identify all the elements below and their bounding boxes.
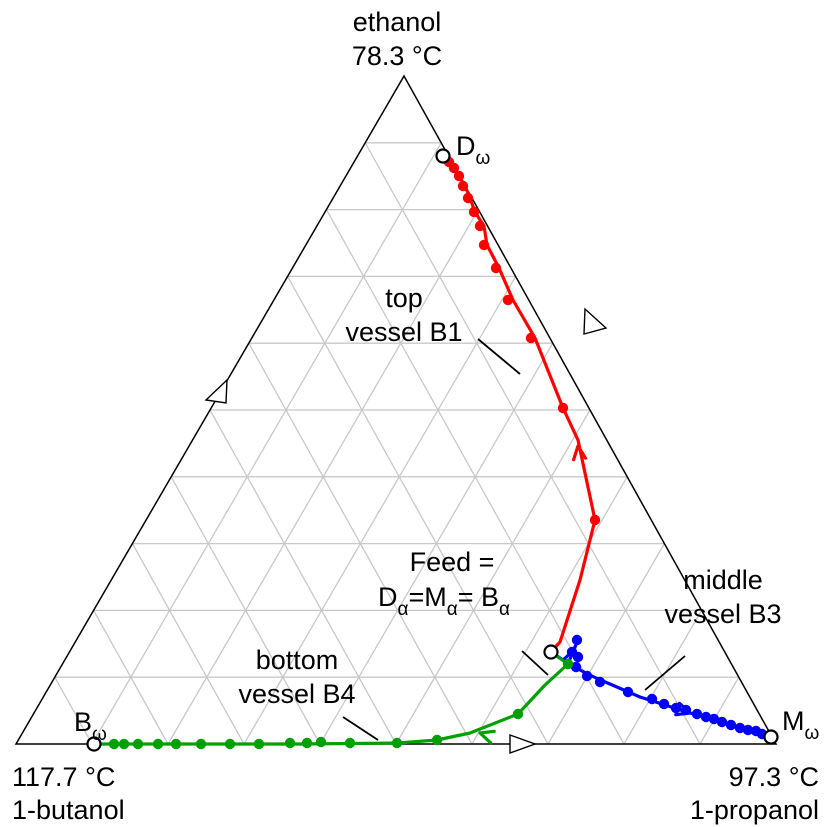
trajectory-point (462, 192, 474, 204)
grid-line (471, 476, 628, 745)
trajectory-point (391, 737, 403, 749)
trajectory-point (301, 737, 313, 749)
grid-line (364, 142, 701, 745)
grid-line (91, 142, 442, 745)
m-omega-marker (763, 729, 779, 745)
middle-vessel-trajectory (549, 634, 773, 740)
top-vessel-leader (477, 338, 521, 375)
grid-line (623, 610, 703, 745)
grid-line (54, 676, 93, 745)
bottom-vessel-label-line2: vessel B4 (238, 679, 355, 709)
trajectory-point (315, 736, 327, 748)
trajectory-point (670, 702, 682, 714)
trajectory-point (344, 737, 356, 749)
trajectory-point (572, 651, 584, 663)
bottom-vessel-trajectory (92, 650, 574, 750)
direction-arrow-icon (674, 701, 692, 717)
feed-leader (521, 650, 549, 676)
trajectory-point (468, 206, 480, 218)
direction-arrow-icon (572, 444, 588, 462)
b-omega-label: Bω (74, 707, 107, 745)
composition-grid (54, 142, 740, 745)
trajectory-point (525, 332, 537, 344)
trajectory-point (490, 262, 502, 274)
left-edge-arrow-icon (204, 378, 228, 404)
bottom-vessel-leader (342, 716, 379, 741)
grid-line (547, 543, 665, 745)
trajectory-point (557, 402, 569, 414)
right-vertex-name: 1-propanol (690, 795, 819, 825)
trajectory-point (170, 738, 182, 750)
trajectory-point (581, 670, 593, 682)
trajectory-point (474, 220, 486, 232)
trajectory-point (118, 738, 130, 750)
bottom-edge-arrow-icon (509, 734, 538, 754)
right-edge-arrow-icon (583, 307, 608, 335)
trajectory-point (457, 180, 469, 192)
top-vertex-name: ethanol (353, 7, 442, 37)
d-omega-marker (435, 148, 451, 164)
trajectory-point (716, 716, 728, 728)
trajectory-point (478, 239, 490, 251)
trajectory-point (742, 724, 754, 736)
top-vessel-label-line1: top (385, 283, 423, 313)
grid-line (209, 409, 397, 745)
feed-label-line1: Feed = (410, 547, 495, 577)
top-vessel-label-line2: vessel B1 (345, 317, 462, 347)
m-omega-label: Mω (782, 706, 820, 744)
trajectory-point (431, 734, 443, 746)
b-omega-marker (86, 736, 102, 752)
trajectory-point (512, 708, 524, 720)
trajectory-point (708, 713, 720, 725)
trajectory-point (725, 719, 737, 731)
grid-line (395, 409, 591, 745)
d-omega-label: Dω (456, 131, 491, 169)
grid-line (287, 276, 549, 745)
grid-line (699, 676, 740, 745)
trajectory-point (646, 693, 658, 705)
trajectory-point (594, 676, 606, 688)
trajectory-point (453, 170, 465, 182)
trajectory-point (622, 686, 634, 698)
top-vessel-trajectory (441, 154, 601, 654)
trajectory-line (549, 640, 773, 739)
trajectory-point (253, 738, 265, 750)
trajectory-point (562, 658, 574, 670)
trajectory-point (152, 738, 164, 750)
direction-arrow-icon (478, 729, 496, 745)
trajectory-point (734, 722, 746, 734)
trajectory-point (571, 634, 583, 646)
top-vertex-temp: 78.3 °C (352, 41, 442, 71)
middle-vessel-label-line2: vessel B3 (664, 599, 781, 629)
trajectory-point (108, 738, 120, 750)
trajectory-point (502, 294, 514, 306)
trajectory-point (691, 708, 703, 720)
trajectory-point (195, 738, 207, 750)
middle-vessel-leader (644, 655, 686, 691)
trajectory-point (132, 738, 144, 750)
trajectory-point (700, 711, 712, 723)
trajectory-point (589, 514, 601, 526)
grid-line (243, 276, 517, 745)
middle-vessel-label-line1: middle (683, 565, 763, 595)
grid-line (170, 476, 321, 745)
right-vertex-temp: 97.3 °C (729, 762, 819, 792)
bottom-vessel-label-line1: bottom (256, 645, 339, 675)
trajectory-point (570, 661, 582, 673)
trajectory-point (658, 698, 670, 710)
grid-line (131, 543, 245, 745)
trajectory-point (224, 738, 236, 750)
trajectory-line (92, 650, 570, 746)
left-vertex-name: 1-butanol (12, 795, 125, 825)
grid-line (93, 610, 169, 745)
feed-label-line2: Dα=Mα= Bα (378, 582, 510, 620)
feed-marker (543, 644, 559, 660)
trajectory-point (284, 737, 296, 749)
left-vertex-temp: 117.7 °C (12, 762, 115, 792)
